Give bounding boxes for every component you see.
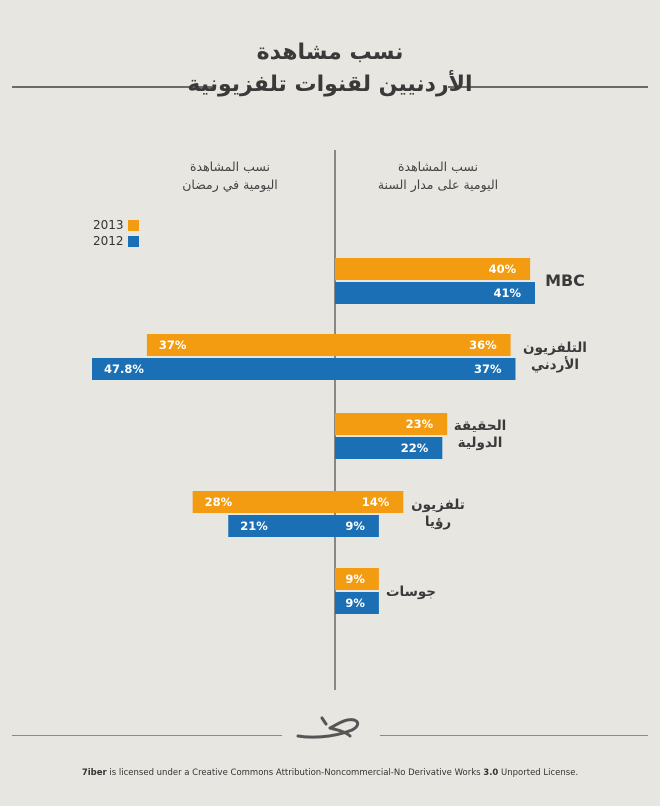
category-label-haqiqa: الحقيقة الدولية xyxy=(425,418,535,452)
category-label-roya-line2: رؤيا xyxy=(424,514,452,530)
category-label-roya: تلفزيون رؤيا xyxy=(383,497,493,531)
bar-year-haqiqa-2012 xyxy=(335,437,443,459)
bar-year-label-jawsat-2012: 9% xyxy=(345,596,365,610)
legend-swatch-2012 xyxy=(128,236,139,247)
bar-year-haqiqa-2013 xyxy=(335,413,448,435)
footer-rule-left xyxy=(12,735,282,736)
column-header-year-line2: اليومية على مدار السنة xyxy=(377,177,499,192)
bar-year-label-MBC-2012: 41% xyxy=(493,286,521,300)
7iber-logo-icon xyxy=(296,716,360,739)
bar-year-MBC-2013 xyxy=(335,258,531,280)
license-body: is licensed under a Creative Commons Att… xyxy=(106,768,484,778)
column-header-ramadan-line2: اليومية في رمضان xyxy=(182,177,278,192)
column-header-ramadan-line1: نسب المشاهدة xyxy=(189,159,271,174)
category-label-jawsat-line1: جوسات xyxy=(385,584,437,600)
category-label-MBC-line1: MBC xyxy=(545,271,585,290)
bar-year-label-roya-2013: 14% xyxy=(362,495,390,509)
bar-ramadan-roya-2012 xyxy=(228,515,335,537)
bar-year-jawsat-2013 xyxy=(335,568,379,590)
category-label-MBC: MBC xyxy=(510,272,620,289)
footer-rule-right xyxy=(380,735,648,736)
bar-year-jordan_tv-2013 xyxy=(335,334,511,356)
bar-ramadan-jordan_tv-2013 xyxy=(146,334,335,356)
column-header-ramadan: نسب المشاهدة اليومية في رمضان xyxy=(145,158,315,194)
legend-label-2013: 2013 xyxy=(93,218,124,232)
column-header-year-line1: نسب المشاهدة xyxy=(397,159,479,174)
bar-year-label-jordan_tv-2012: 37% xyxy=(474,362,502,376)
category-label-roya-line1: تلفزيون xyxy=(411,497,465,513)
category-label-jordan_tv-line2: الأردني xyxy=(530,357,580,373)
legend-swatch-2013 xyxy=(128,220,139,231)
license-brand: 7iber xyxy=(81,768,107,778)
bar-year-MBC-2012 xyxy=(335,282,535,304)
page-title-line2: الأردنيين لقنوات تلفزيونية xyxy=(187,72,473,97)
bar-year-jordan_tv-2012 xyxy=(335,358,516,380)
license-text: 7iber is licensed under a Creative Commo… xyxy=(0,768,660,778)
bar-year-label-jordan_tv-2013: 36% xyxy=(469,338,497,352)
bar-ramadan-roya-2013 xyxy=(192,491,335,513)
bar-year-label-MBC-2013: 40% xyxy=(489,262,517,276)
title-rule-right xyxy=(448,86,648,88)
bar-year-label-roya-2012: 9% xyxy=(345,519,365,533)
category-label-jordan_tv: التلفزيون الأردني xyxy=(500,340,610,374)
page-title-line1: نسب مشاهدة xyxy=(256,40,404,65)
category-label-jawsat: جوسات xyxy=(356,584,466,601)
bar-ramadan-label-roya-2013: 28% xyxy=(205,495,233,509)
bar-year-jawsat-2012 xyxy=(335,592,379,614)
legend-label-2012: 2012 xyxy=(93,234,124,248)
category-label-haqiqa-line2: الدولية xyxy=(457,435,503,451)
license-tail: Unported License. xyxy=(498,768,579,778)
bar-ramadan-label-roya-2012: 21% xyxy=(240,519,268,533)
bar-year-label-haqiqa-2012: 22% xyxy=(401,441,429,455)
license-version: 3.0 xyxy=(483,768,499,778)
bar-ramadan-jordan_tv-2012 xyxy=(92,358,335,380)
category-label-jordan_tv-line1: التلفزيون xyxy=(523,340,587,356)
title-rule-left xyxy=(12,86,212,88)
bar-year-label-jawsat-2013: 9% xyxy=(345,572,365,586)
bar-ramadan-label-jordan_tv-2013: 37% xyxy=(159,338,187,352)
bar-year-label-haqiqa-2013: 23% xyxy=(406,417,434,431)
category-label-haqiqa-line1: الحقيقة xyxy=(453,418,507,434)
bar-year-roya-2013 xyxy=(335,491,404,513)
bar-ramadan-label-jordan_tv-2012: 47.8% xyxy=(104,362,144,376)
column-header-year: نسب المشاهدة اليومية على مدار السنة xyxy=(353,158,523,194)
bar-year-roya-2012 xyxy=(335,515,379,537)
